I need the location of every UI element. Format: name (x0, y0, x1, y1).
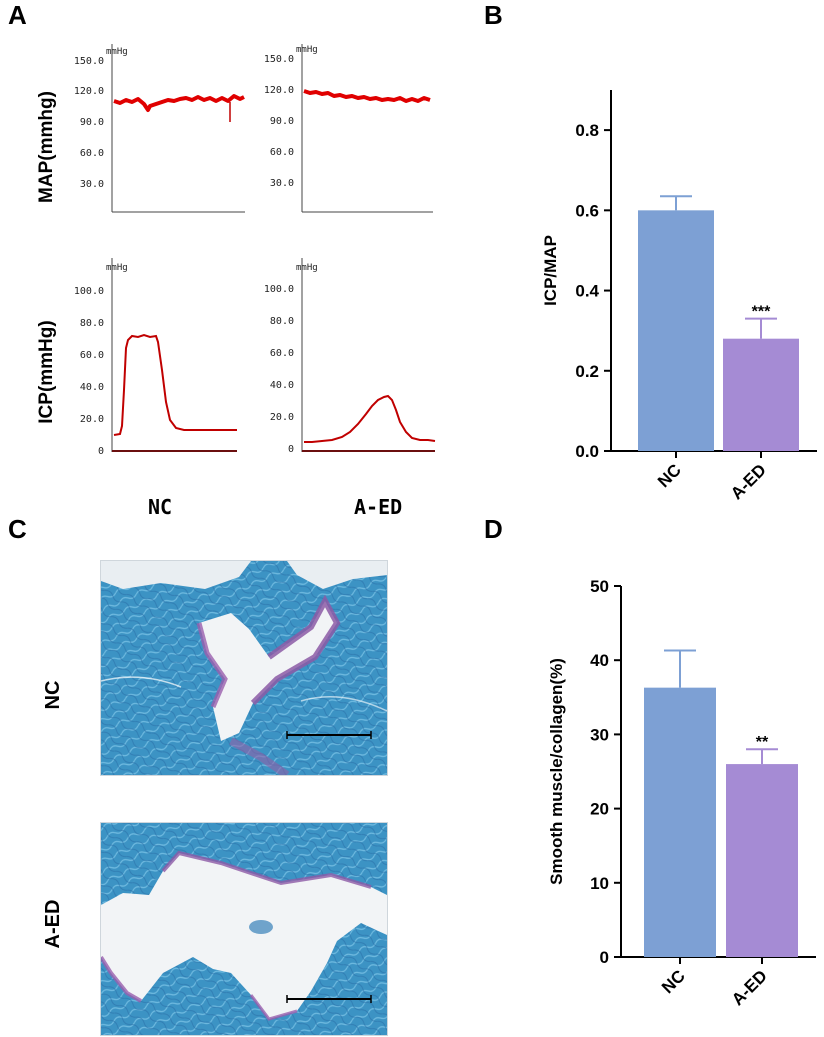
panel-label-d: D (484, 514, 503, 544)
panel-label-c: C (8, 514, 27, 544)
y-tick-label: 20 (590, 800, 609, 819)
panel-label-b: B (484, 0, 503, 30)
smooth-muscle-collagen-bar-chart: 0 10 20 30 40 50 Smooth muscle/collagen(%) NC **… (547, 577, 816, 1009)
svg-text:100.0: 100.0 (264, 284, 294, 295)
y-tick-label: 10 (590, 874, 609, 893)
svg-text:20.0: 20.0 (270, 412, 294, 423)
svg-text:90.0: 90.0 (270, 116, 294, 127)
svg-text:20.0: 20.0 (80, 414, 104, 425)
histology-label-nc: NC (42, 680, 64, 710)
y-tick-label: 30 (590, 725, 609, 744)
x-tick-label: A-ED (727, 460, 770, 503)
x-tick-label: NC (658, 966, 689, 997)
svg-text:60.0: 60.0 (270, 147, 294, 158)
x-tick-label: A-ED (728, 966, 771, 1009)
svg-text:80.0: 80.0 (80, 318, 104, 329)
svg-text:60.0: 60.0 (80, 350, 104, 361)
nc-icp-trace (113, 333, 237, 436)
svg-text:120.0: 120.0 (264, 85, 294, 96)
trace-column-label-aed: A-ED (354, 495, 403, 519)
svg-text:90.0: 90.0 (80, 117, 104, 128)
svg-text:30.0: 30.0 (80, 179, 104, 190)
nc-map-unit: mmHg (106, 47, 128, 57)
svg-text:150.0: 150.0 (264, 54, 294, 65)
svg-text:60.0: 60.0 (80, 148, 104, 159)
aed-icp-unit: mmHg (296, 263, 318, 273)
pressure-traces: mmHg 150.0 120.0 90.0 60.0 30.0 mmHg 150… (74, 44, 436, 457)
y-tick-label: 0.2 (575, 362, 599, 381)
svg-text:120.0: 120.0 (74, 86, 104, 97)
aed-map-trace (303, 89, 431, 103)
svg-text:60.0: 60.0 (270, 348, 294, 359)
panel-label-a: A (8, 0, 27, 30)
y-tick-label: 0 (600, 948, 609, 967)
svg-text:80.0: 80.0 (270, 316, 294, 327)
significance-marker: *** (752, 304, 771, 321)
significance-marker: ** (756, 734, 769, 751)
bar-nc (644, 687, 716, 957)
trace-column-label-nc: NC (148, 495, 173, 519)
svg-text:30.0: 30.0 (270, 178, 294, 189)
bar-a-ed (723, 338, 799, 451)
y-tick-label: 40 (590, 651, 609, 670)
aed-map-unit: mmHg (296, 45, 318, 55)
nc-icp-unit: mmHg (106, 263, 128, 273)
aed-icp-plot: mmHg 100.0 80.0 60.0 40.0 20.0 0 (264, 258, 436, 455)
bar-nc (638, 210, 714, 451)
y-axis-label: ICP/MAP (541, 235, 560, 306)
y-tick-label: 0.6 (575, 201, 599, 220)
x-tick-label: NC (654, 460, 685, 491)
histology-image-aed (100, 822, 388, 1036)
bar-a-ed (726, 764, 798, 957)
y-tick-label: 50 (590, 577, 609, 596)
svg-text:0: 0 (288, 444, 294, 455)
aed-map-plot: mmHg 150.0 120.0 90.0 60.0 30.0 (264, 44, 433, 213)
y-tick-label: 0.4 (575, 282, 599, 301)
icp-map-bar-chart: 0.0 0.2 0.4 0.6 0.8 ICP/MAP NC *** A-ED (541, 90, 817, 503)
nc-map-trace (113, 94, 245, 112)
y-tick-label: 0.0 (575, 442, 599, 461)
nc-icp-plot: mmHg 100.0 80.0 60.0 40.0 20.0 0 (74, 258, 237, 457)
svg-text:100.0: 100.0 (74, 286, 104, 297)
svg-text:40.0: 40.0 (80, 382, 104, 393)
svg-text:0: 0 (98, 446, 104, 457)
histology-image-nc (100, 560, 388, 776)
aed-icp-trace (304, 394, 436, 443)
nc-map-plot: mmHg 150.0 120.0 90.0 60.0 30.0 (74, 44, 245, 213)
svg-text:150.0: 150.0 (74, 56, 104, 67)
histology-label-aed: A-ED (42, 899, 64, 949)
svg-text:40.0: 40.0 (270, 380, 294, 391)
y-axis-label: Smooth muscle/collagen(%) (547, 658, 566, 885)
y-tick-label: 0.8 (575, 121, 599, 140)
